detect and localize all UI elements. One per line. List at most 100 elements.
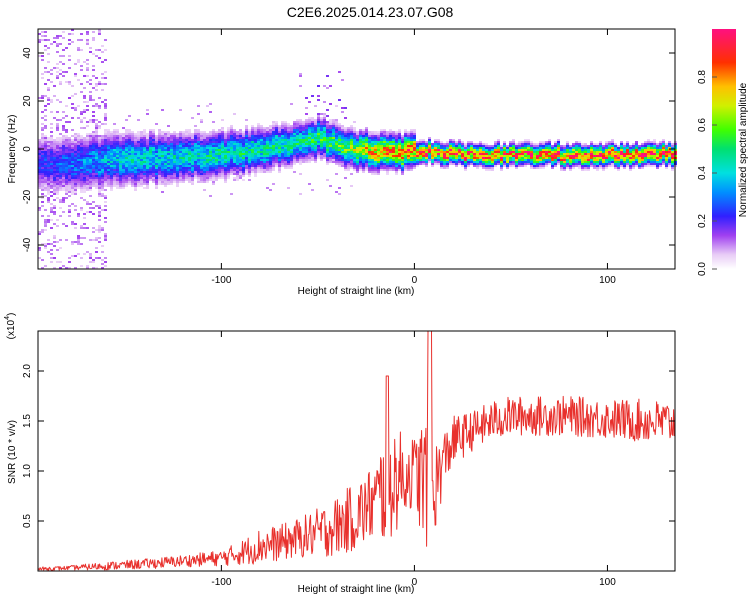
spectrogram-cell [53,241,56,243]
spectrogram-cell [80,121,83,123]
spectrogram-cell [173,167,176,169]
spectrogram-cell [482,143,485,145]
spectrogram-cell [197,157,200,159]
spectrogram-cell [374,165,377,167]
spectrogram-cell [665,167,668,169]
spectrogram-cell [332,159,335,161]
spectrogram-cell [149,133,152,135]
spectrogram-cell [176,173,179,175]
spectrogram-cell [530,157,533,159]
spectrogram-cell [68,155,71,157]
spectrogram-cell [80,161,83,163]
spectrogram-cell [227,131,230,133]
spectrogram-cell [494,149,497,151]
spectrogram-cell [554,153,557,155]
spectrogram-cell [134,135,137,137]
spectrogram-cell [482,153,485,155]
spectrogram-cell [71,173,74,175]
spectrogram-cell [575,157,578,159]
spectrogram-cell [383,145,386,147]
spectrogram-cell [335,163,338,165]
spectrogram-cell [233,179,236,181]
spectrogram-cell [488,149,491,151]
spectrogram-cell [395,173,398,175]
spectrogram-cell [86,139,89,141]
spectrogram-cell [107,141,110,143]
spectrogram-cell [152,161,155,163]
spectrogram-cell [212,137,215,139]
spectrogram-cell [86,173,89,175]
spectrogram-cell [287,187,290,189]
spectrogram-cell [101,157,104,159]
spectrogram-cell [380,151,383,153]
spectrogram-cell [200,175,203,177]
spectrogram-cell [473,153,476,155]
spectrogram-cell [410,165,413,167]
spectrogram-cell [347,149,350,151]
spectrogram-cell [245,135,248,137]
spectrogram-cell [59,157,62,159]
spectrogram-cell [86,163,89,165]
spectrogram-cell [254,137,257,139]
spectrogram-cell [605,141,608,143]
spectrogram-cell [71,141,74,143]
spectrogram-cell [584,157,587,159]
spectrogram-cell [41,185,44,187]
spectrogram-cell [347,131,350,133]
spectrogram-cell [560,165,563,167]
spectrogram-cell [593,145,596,147]
spectrogram-cell [329,153,332,155]
spectrogram-cell [284,165,287,167]
spectrogram-cell [221,177,224,179]
spectrogram-cell [407,139,410,141]
spectrogram-cell [332,131,335,133]
spectrogram-cell [503,147,506,149]
spectrogram-cell [65,193,68,195]
spectrogram-cell [350,185,353,187]
spectrogram-cell [596,167,599,169]
spectrogram-cell [314,123,317,125]
spectrogram-cell [359,143,362,145]
spectrogram-cell [311,157,314,159]
spectrogram-cell [107,171,110,173]
spectrogram-cell [209,155,212,157]
spectrogram-cell [194,175,197,177]
spectrogram-cell [617,169,620,171]
spectrogram-cell [647,141,650,143]
spectrogram-cell [221,155,224,157]
spectrogram-cell [59,133,62,135]
spectrogram-cell [665,143,668,145]
spectrogram-cell [68,33,71,35]
spectrogram-cell [47,149,50,151]
spectrogram-cell [116,171,119,173]
spectrogram-cell [602,149,605,151]
spectrogram-cell [407,149,410,151]
spectrogram-cell [311,135,314,137]
spectrogram-cell [53,145,56,147]
spectrogram-cell [587,165,590,167]
spectrogram-cell [80,91,83,93]
spectrogram-cell [611,145,614,147]
spectrogram-cell [149,165,152,167]
spectrogram-cell [653,147,656,149]
spectrogram-cell [242,145,245,147]
spectrogram-cell [668,159,671,161]
spectrogram-cell [143,177,146,179]
spectrogram-cell [71,255,74,257]
spectrogram-cell [86,63,89,65]
spectrogram-cell [239,139,242,141]
spectrogram-cell [371,147,374,149]
spectrogram-cell [131,153,134,155]
spectrogram-cell [272,169,275,171]
spectrogram-cell [203,135,206,137]
spectrogram-cell [608,159,611,161]
spectrogram-cell [179,147,182,149]
spectrogram-cell [467,165,470,167]
spectrogram-cell [272,133,275,135]
spectrogram-cell [635,161,638,163]
spectrogram-cell [296,129,299,131]
spectrogram-cell [98,141,101,143]
spectrogram-cell [71,163,74,165]
spectrogram-cell [272,131,275,133]
spectrogram-cell [113,177,116,179]
